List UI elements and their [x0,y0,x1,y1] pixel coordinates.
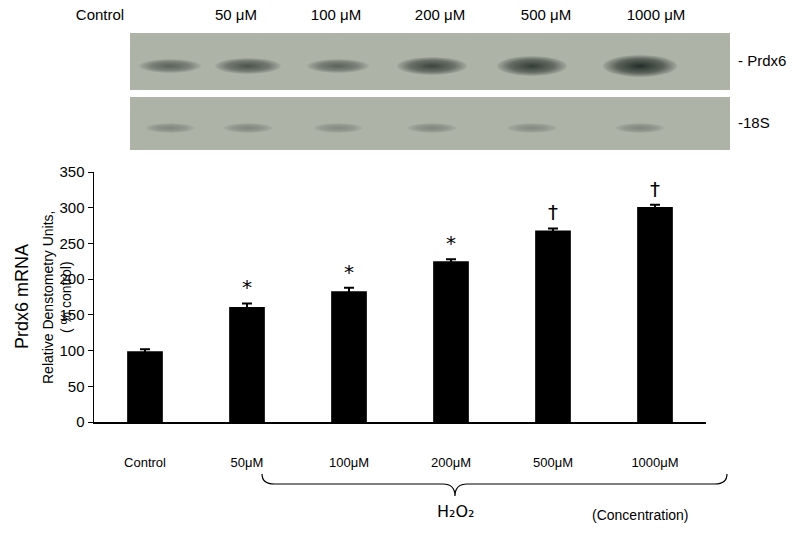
svg-text:Control: Control [124,455,166,470]
svg-text:Relative Denstometry Units,: Relative Denstometry Units, [40,210,56,384]
svg-text:50μM: 50μM [231,455,264,470]
html-text:-18S: -18S [738,113,770,131]
html-text:500 μM: 500 μM [520,6,572,23]
svg-text:0: 0 [76,413,84,430]
svg-text:*: * [242,275,252,299]
svg-text:100: 100 [59,342,84,359]
svg-text:350: 350 [59,163,84,180]
svg-text:200: 200 [59,270,84,287]
svg-text:Prdx6 mRNA: Prdx6 mRNA [12,244,32,349]
svg-text:250: 250 [59,235,84,252]
svg-text:500μM: 500μM [533,455,573,470]
html-text:Control: Control [75,6,125,23]
svg-text:H₂O₂: H₂O₂ [437,502,474,521]
svg-text:*: * [446,231,456,255]
svg-text:( % control): ( % control) [58,261,74,333]
html-text:200 μM: 200 μM [414,6,466,23]
html-text:100 μM: 100 μM [310,6,362,23]
svg-text:1000μM: 1000μM [631,455,678,470]
svg-text:300: 300 [59,199,84,216]
svg-text:†: † [650,177,660,201]
svg-text:(Concentration): (Concentration) [592,507,689,523]
svg-text:†: † [548,200,558,224]
svg-text:50: 50 [68,378,85,395]
svg-text:200μM: 200μM [431,455,471,470]
html-text:- Prdx6: - Prdx6 [738,51,787,69]
svg-text:100μM: 100μM [329,455,369,470]
html-text:1000 μM: 1000 μM [626,6,686,23]
html-text:50 μM: 50 μM [215,6,257,23]
svg-text:150: 150 [59,306,84,323]
svg-text:*: * [344,260,354,284]
